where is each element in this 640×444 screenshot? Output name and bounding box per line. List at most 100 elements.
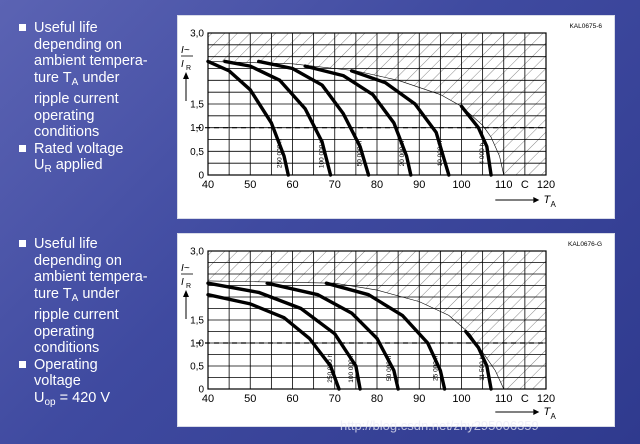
watermark-url: http://blog.csdn.net/zhy295006359 xyxy=(340,418,539,433)
subscript: A xyxy=(71,76,79,88)
x-tick-label: 80 xyxy=(371,393,383,405)
series-label: 10 000 h xyxy=(437,141,444,167)
y-axis-label-subscript: R xyxy=(186,65,191,72)
chart-useful-life-operating-voltage: 250 000 h 100 000 h 50 000 h 25 000 h 11 500… xyxy=(181,241,602,421)
x-tick-label: 100 xyxy=(452,393,470,405)
x-tick-label: 50 xyxy=(244,179,256,191)
x-tick-label: 80 xyxy=(371,179,383,191)
y-tick-label: 1,0 xyxy=(190,123,204,134)
y-tick-label: 1,5 xyxy=(190,316,204,327)
x-axis-label: T xyxy=(544,406,552,418)
bullet-line: conditions xyxy=(34,124,100,140)
bullet-text: U xyxy=(34,389,45,406)
x-axis-label-subscript: A xyxy=(551,412,557,421)
bullet-line: depending on xyxy=(34,252,122,269)
x-axis-arrowhead xyxy=(533,197,540,203)
series-label: 100 000 h xyxy=(348,353,355,382)
x-axis-label: T xyxy=(544,194,552,206)
y-axis-arrowhead xyxy=(183,290,189,297)
bullet-useful-life: Useful life depending on ambient tempera… xyxy=(16,20,176,141)
series-label: 4 000 h xyxy=(479,142,486,164)
bullet-line: depending on xyxy=(34,36,122,53)
x-tick-label: 40 xyxy=(202,179,214,191)
x-tick-label: 90 xyxy=(413,393,425,405)
series-label: 250 000 h xyxy=(327,353,334,382)
subscript: A xyxy=(71,292,79,304)
bullet-text: under xyxy=(82,69,120,86)
bullet-text: ture T xyxy=(34,285,72,302)
x-unit-label: C xyxy=(521,179,529,191)
boundary-line xyxy=(207,61,505,176)
bullet-line: Rated voltage xyxy=(34,140,124,157)
x-tick-label: 110 xyxy=(495,393,513,405)
bullets-top: Useful life depending on ambient tempera… xyxy=(16,20,176,179)
bullet-text: = 420 V xyxy=(59,389,111,406)
bullet-line: ture TA under xyxy=(34,286,176,308)
x-tick-label: 100 xyxy=(452,179,470,191)
bullet-text: under xyxy=(82,285,120,302)
y-tick-label: 0,5 xyxy=(190,147,204,158)
x-unit-label: C xyxy=(521,393,529,405)
bullet-line: voltage xyxy=(34,373,81,389)
bullet-line: ture TA under xyxy=(34,70,176,92)
y-tick-label: 0 xyxy=(198,171,204,182)
bullet-line: UR applied xyxy=(34,157,176,179)
bullets-bottom: Useful life depending on ambient tempera… xyxy=(16,236,176,411)
series-curve xyxy=(206,281,362,391)
y-axis-label-numerator: I~ xyxy=(181,45,190,56)
x-tick-label: 90 xyxy=(413,179,425,191)
x-tick-label: 70 xyxy=(329,179,341,191)
series-curve xyxy=(256,59,371,177)
series-label: 20 000 h xyxy=(399,141,406,167)
series-curve xyxy=(206,59,290,177)
bullet-line: conditions xyxy=(34,340,100,356)
chart-useful-life-rated-voltage: 250 000 h 100 000 h 50 000 h 20 000 h 10 000… xyxy=(181,23,602,209)
bullet-line: operating xyxy=(34,323,95,340)
subscript: R xyxy=(44,164,52,175)
y-tick-label: 3,0 xyxy=(190,247,204,258)
bullet-square-icon xyxy=(19,24,26,31)
series-curve xyxy=(324,281,447,391)
bullet-text: applied xyxy=(55,157,103,173)
bullet-square-icon xyxy=(19,360,26,368)
bullet-line: operating xyxy=(34,107,95,124)
bullet-operating-voltage: Operating voltage Uop = 420 V xyxy=(16,357,176,412)
plot-frame xyxy=(207,250,547,390)
series-label: 11 500 h xyxy=(479,356,486,381)
y-tick-label: 1,5 xyxy=(190,100,204,111)
x-tick-label: 60 xyxy=(286,179,298,191)
chart-panel-bottom: 250 000 h 100 000 h 50 000 h 25 000 h 11 500… xyxy=(177,233,615,427)
bullet-square-icon xyxy=(19,240,26,247)
series-curve xyxy=(223,59,333,177)
y-tick-label: 0,5 xyxy=(190,362,204,373)
bullet-line: Useful life xyxy=(34,20,98,36)
x-tick-label: 110 xyxy=(495,179,513,191)
bullet-text: ture T xyxy=(34,69,72,86)
series-curve xyxy=(265,281,400,391)
bullet-line: ripple current xyxy=(34,91,119,107)
series-curve xyxy=(459,104,493,177)
y-axis-label-denominator: I xyxy=(181,277,184,288)
chart-panel-top: 250 000 h 100 000 h 50 000 h 20 000 h 10 000… xyxy=(177,15,615,219)
series-label: 250 000 h xyxy=(276,139,283,168)
y-tick-label: 0 xyxy=(198,385,204,396)
plot-frame xyxy=(207,32,547,176)
bullet-text: U xyxy=(34,157,45,173)
series-curve xyxy=(303,64,413,177)
series-label: 25 000 h xyxy=(433,355,440,381)
x-tick-label: 60 xyxy=(286,393,298,405)
bullet-square-icon xyxy=(19,144,26,152)
chart-code-label: KAL0675-6 xyxy=(569,23,602,30)
bullet-useful-life: Useful life depending on ambient tempera… xyxy=(16,236,176,357)
x-tick-label: 40 xyxy=(202,393,214,405)
bullet-line: Useful life xyxy=(34,236,98,252)
series-curve xyxy=(349,69,451,177)
y-axis-label-denominator: I xyxy=(181,59,184,70)
bullet-line: ambient tempera- xyxy=(34,269,148,285)
y-axis-label-numerator: I~ xyxy=(181,263,190,274)
y-axis-arrowhead xyxy=(183,72,189,79)
x-tick-label: 120 xyxy=(537,393,555,405)
y-axis-label-subscript: R xyxy=(186,283,191,290)
chart-code-label: KAL0676-G xyxy=(568,241,602,248)
bullet-line: Operating xyxy=(34,356,98,373)
